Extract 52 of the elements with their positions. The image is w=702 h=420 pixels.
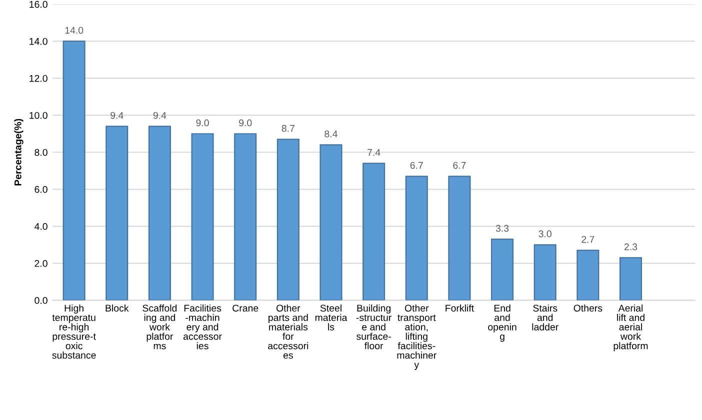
x-tick-label: Aerial lift and aerial work platform [614, 304, 648, 352]
bar [619, 257, 642, 300]
x-tick-label: Scaffold ing and work platfor ms [142, 304, 177, 350]
bar [362, 162, 386, 300]
data-label: 3.3 [496, 224, 509, 232]
x-tick-label: Other transport ation, lifting facilities- machiner y [397, 304, 436, 370]
x-tick-label: Steel materia ls [315, 304, 348, 330]
x-tick-label: Building -structur e and surface- floor [356, 304, 392, 350]
bar [148, 126, 171, 300]
data-label: 2.7 [582, 236, 594, 243]
x-tick-label: Other parts and materials for accessori es [268, 304, 308, 359]
data-label: 6.7 [410, 162, 423, 169]
x-tick-label: Facilities -machin ery and accessor ies [183, 304, 222, 350]
x-tick-label: High temperatu re-high pressure-t oxic substance [52, 304, 96, 359]
x-tick-label: Forklift [446, 304, 474, 312]
x-tick-label: Stairs and ladder [532, 304, 558, 330]
data-label: 8.4 [324, 130, 338, 138]
x-tick-label: Crane [232, 304, 258, 312]
bar [62, 40, 86, 300]
bar [191, 133, 214, 300]
data-label: 3.0 [538, 230, 552, 238]
y-tick-label: 10.0 [30, 112, 48, 119]
y-tick-label: 6.0 [34, 186, 48, 193]
bar [106, 126, 128, 300]
data-label: 9.4 [110, 112, 124, 119]
data-label: 7.4 [368, 149, 380, 156]
data-label: 2.3 [624, 243, 638, 250]
y-tick-label: 14.0 [30, 38, 48, 45]
data-label: 9.0 [239, 119, 252, 126]
y-tick-label: 16.0 [30, 0, 48, 8]
bar [448, 176, 471, 300]
x-tick-label: Others [574, 304, 602, 312]
data-label: 14.0 [65, 26, 84, 34]
y-tick-label: 2.0 [34, 260, 48, 267]
bar [276, 138, 300, 300]
y-tick-label: 12.0 [30, 74, 48, 82]
bar [491, 238, 514, 300]
data-label: 8.7 [282, 124, 294, 132]
y-tick-label: 8.0 [34, 148, 48, 156]
y-tick-label: 4.0 [34, 223, 48, 230]
bar [234, 133, 257, 300]
y-axis-title: Percentage(%) [14, 118, 24, 186]
bar [320, 144, 342, 300]
data-label: 9.4 [153, 112, 166, 119]
bar [534, 244, 556, 300]
bar [405, 176, 428, 300]
x-tick-label: End and openin g [488, 304, 516, 342]
data-label: 6.7 [453, 162, 466, 169]
y-tick-label: 0.0 [34, 297, 48, 304]
bar [576, 250, 600, 300]
data-label: 9.0 [196, 119, 209, 126]
x-tick-label: Block [106, 304, 129, 312]
